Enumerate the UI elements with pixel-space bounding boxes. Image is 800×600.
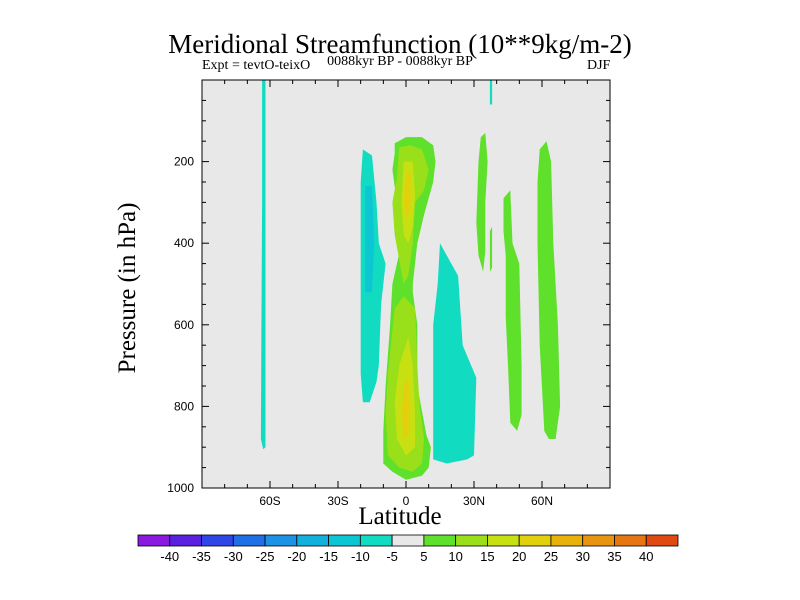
x-tick-label: 0 [403, 494, 410, 508]
contour-region [401, 377, 411, 439]
colorbar-label: 30 [575, 549, 589, 564]
chart-title: Meridional Streamfunction (10**9kg/m-2) [168, 29, 632, 59]
colorbar-label: 5 [420, 549, 427, 564]
contour-region [476, 133, 488, 272]
colorbar-swatch [550, 534, 584, 547]
x-tick-label: 30N [463, 494, 485, 508]
x-tick-label: 30S [327, 494, 348, 508]
colorbar-label: 10 [448, 549, 462, 564]
x-axis-label: Latitude [358, 503, 442, 530]
colorbar-swatch [232, 534, 266, 547]
colorbar-swatch [296, 534, 329, 547]
colorbar-label: 15 [480, 549, 494, 564]
colorbar-swatch [487, 534, 520, 547]
y-tick-label: 200 [174, 155, 194, 169]
contour-region [489, 80, 493, 105]
colorbar-label: 20 [512, 549, 526, 564]
y-tick-label: 1000 [167, 481, 194, 495]
colorbar-label: 35 [607, 549, 621, 564]
colorbar-label: -30 [224, 549, 243, 564]
experiment-label: Expt = tevtO-teixO [202, 58, 311, 73]
colorbar-swatch [328, 534, 361, 547]
colorbar-label: -20 [287, 549, 306, 564]
colorbar-swatch [645, 534, 679, 547]
axes: 200 400 600 800 1000 60S 30S 0 30N 60N [167, 79, 611, 508]
y-tick-label: 800 [174, 399, 194, 413]
time-range-label: 0088kyr BP - 0088kyr BP [327, 54, 473, 69]
colorbar-swatch [137, 534, 171, 547]
contour-region [403, 173, 411, 219]
colorbar-swatch [518, 534, 552, 547]
colorbar-label: -40 [160, 549, 179, 564]
y-tick-label: 400 [174, 236, 194, 250]
colorbar-swatch [614, 534, 647, 547]
plot-area [202, 80, 610, 488]
contour-region [260, 80, 266, 450]
colorbar-label: -10 [351, 549, 370, 564]
colorbar-label: 25 [544, 549, 558, 564]
colorbar-swatch [423, 534, 457, 547]
contour-region [433, 243, 477, 464]
x-tick-label: 60S [259, 494, 280, 508]
contour-region [503, 190, 522, 431]
season-label: DJF [587, 58, 611, 73]
contour-region [365, 186, 375, 293]
colorbar-label: -5 [386, 549, 398, 564]
colorbar-swatch [201, 534, 234, 547]
contour-region [537, 141, 561, 439]
colorbar-label: -25 [256, 549, 275, 564]
x-tick-label: 60N [531, 494, 553, 508]
colorbar-swatch [169, 534, 202, 547]
y-tick-label: 600 [174, 318, 194, 332]
colorbar-swatch [391, 534, 425, 547]
colorbar-label: -35 [192, 549, 211, 564]
contour-region [489, 226, 493, 272]
colorbar-swatch [582, 534, 615, 547]
colorbar: -40 -35 -30 -25 -20 -15 -10 -5 5 10 15 20 25 30 35 40 [137, 534, 679, 564]
colorbar-label: -15 [319, 549, 338, 564]
colorbar-label: 40 [639, 549, 653, 564]
colorbar-swatch [264, 534, 298, 547]
colorbar-swatch [455, 534, 488, 547]
colorbar-swatch [359, 534, 393, 547]
